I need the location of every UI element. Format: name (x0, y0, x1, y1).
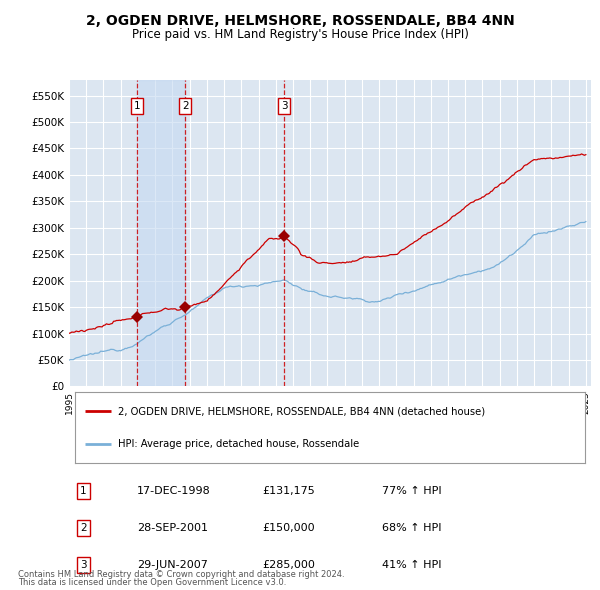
Text: 2, OGDEN DRIVE, HELMSHORE, ROSSENDALE, BB4 4NN: 2, OGDEN DRIVE, HELMSHORE, ROSSENDALE, B… (86, 14, 514, 28)
Text: 77% ↑ HPI: 77% ↑ HPI (382, 486, 442, 496)
Text: 3: 3 (80, 560, 87, 570)
Text: 1: 1 (80, 486, 87, 496)
Text: Contains HM Land Registry data © Crown copyright and database right 2024.: Contains HM Land Registry data © Crown c… (18, 570, 344, 579)
Text: HPI: Average price, detached house, Rossendale: HPI: Average price, detached house, Ross… (118, 439, 359, 449)
Text: This data is licensed under the Open Government Licence v3.0.: This data is licensed under the Open Gov… (18, 578, 286, 587)
Text: £131,175: £131,175 (262, 486, 315, 496)
Bar (137, 80, 185, 386)
Text: 2: 2 (80, 523, 87, 533)
Text: 2: 2 (182, 101, 188, 111)
Text: £285,000: £285,000 (262, 560, 315, 570)
Text: 29-JUN-2007: 29-JUN-2007 (137, 560, 208, 570)
Text: 68% ↑ HPI: 68% ↑ HPI (382, 523, 442, 533)
Text: 28-SEP-2001: 28-SEP-2001 (137, 523, 208, 533)
Text: 2, OGDEN DRIVE, HELMSHORE, ROSSENDALE, BB4 4NN (detached house): 2, OGDEN DRIVE, HELMSHORE, ROSSENDALE, B… (118, 407, 485, 417)
Text: 3: 3 (281, 101, 287, 111)
Text: Price paid vs. HM Land Registry's House Price Index (HPI): Price paid vs. HM Land Registry's House … (131, 28, 469, 41)
Text: 41% ↑ HPI: 41% ↑ HPI (382, 560, 442, 570)
Text: 17-DEC-1998: 17-DEC-1998 (137, 486, 211, 496)
Text: 1: 1 (134, 101, 140, 111)
Text: £150,000: £150,000 (262, 523, 315, 533)
